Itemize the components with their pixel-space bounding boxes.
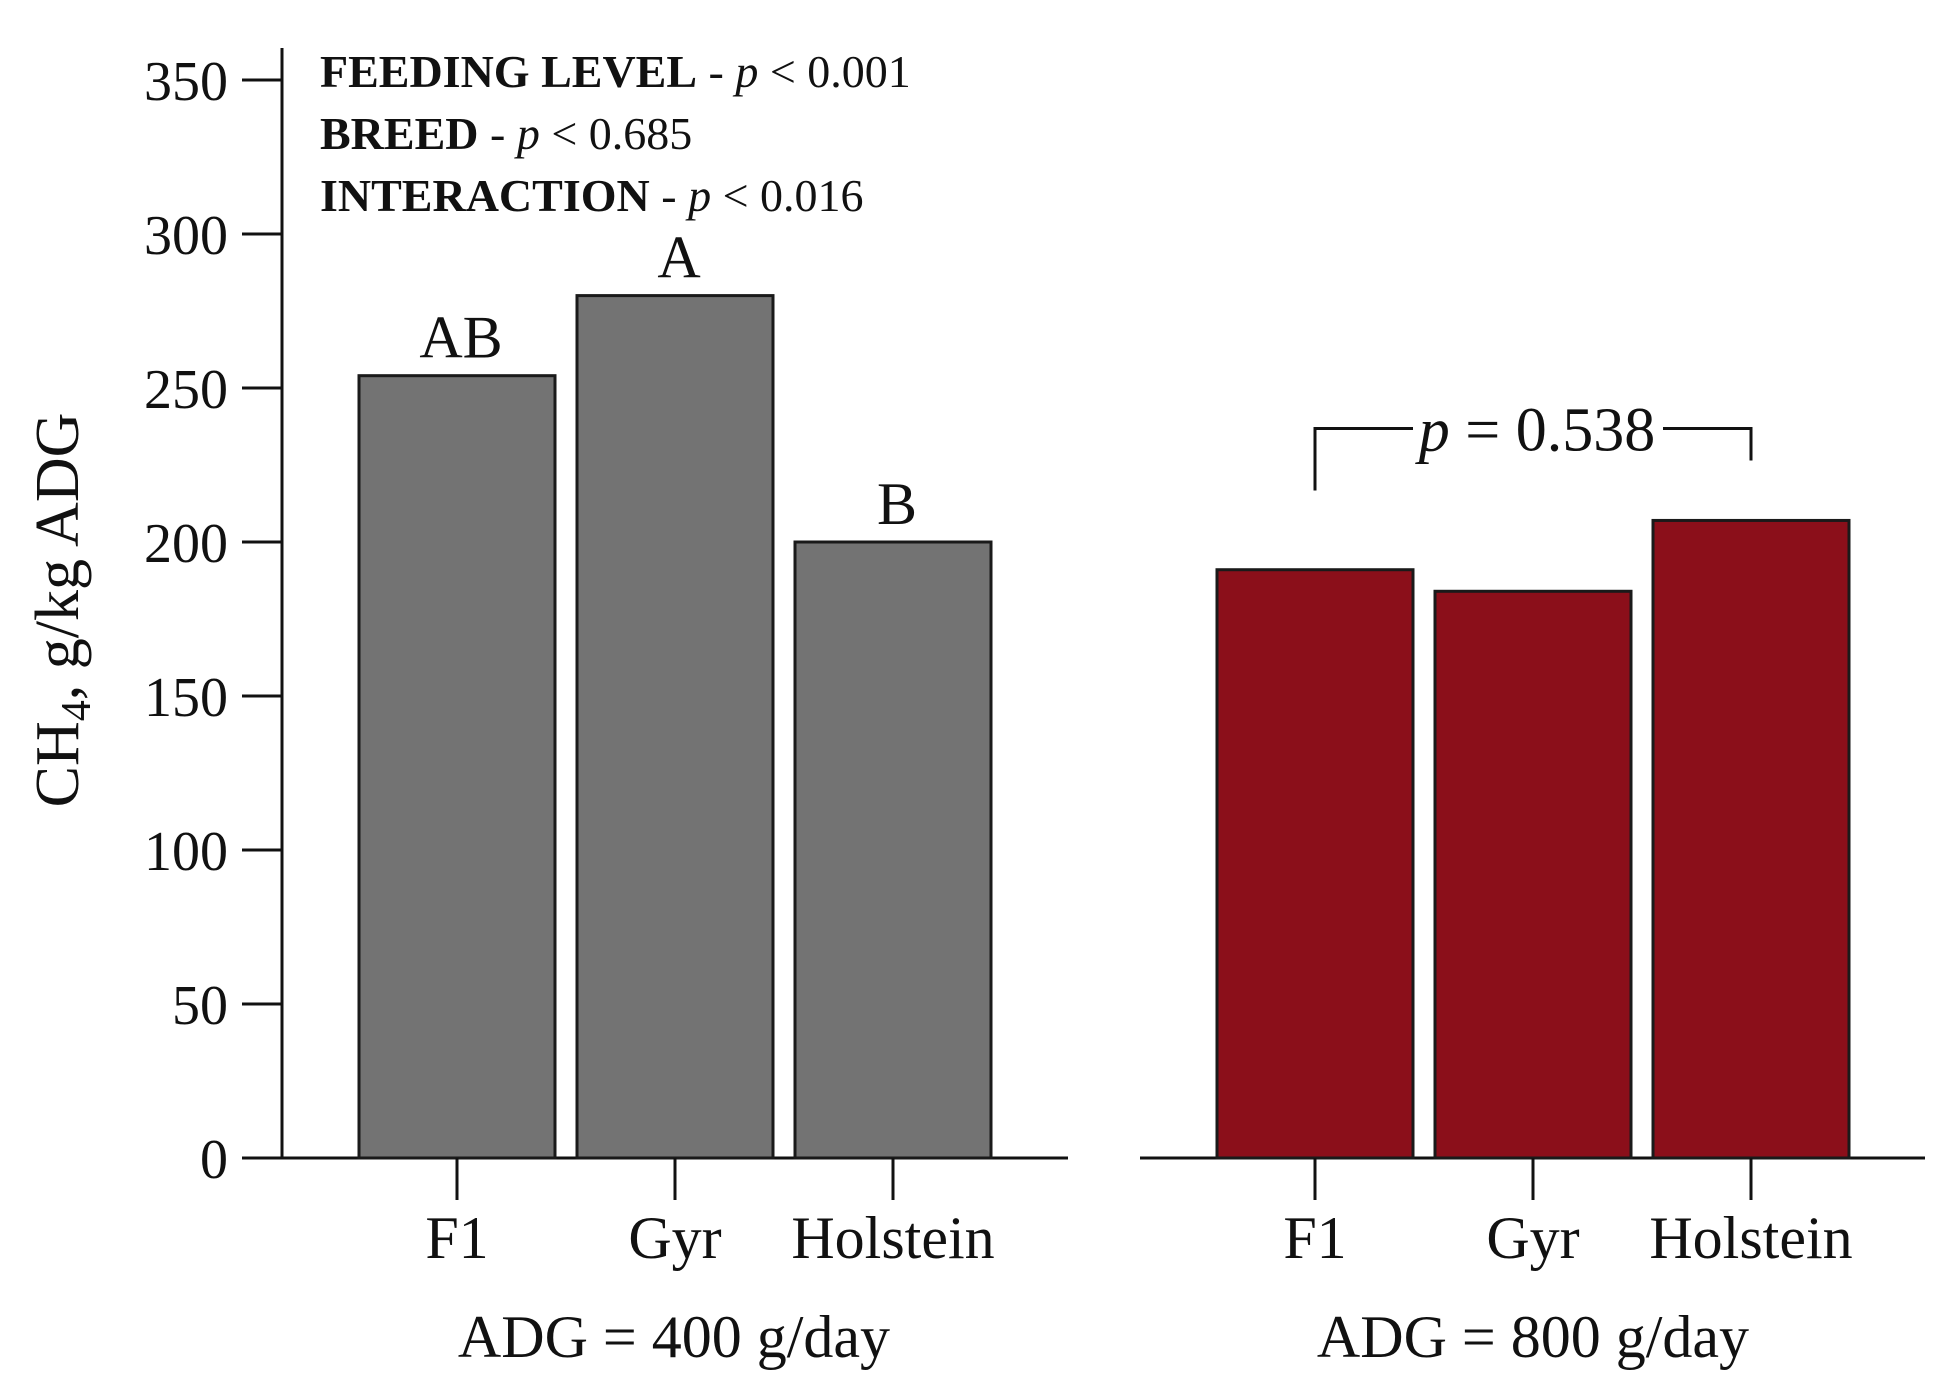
x-tick-label: F1 xyxy=(1283,1205,1346,1271)
bracket-p-value: p = 0.538 xyxy=(1415,396,1655,464)
x-tick-label: Holstein xyxy=(791,1205,994,1271)
y-tick-label: 0 xyxy=(200,1129,228,1191)
bar-holstein-panel1 xyxy=(793,540,993,1160)
y-tick-label: 150 xyxy=(144,667,228,729)
stats-annotation: FEEDING LEVEL - p < 0.001 BREED - p < 0.… xyxy=(320,46,911,221)
x-ticks: F1 Gyr Holstein F1 Gyr Holstein xyxy=(425,1158,1853,1271)
panel-label-400: ADG = 400 g/day xyxy=(458,1304,890,1370)
bar-f1-panel2 xyxy=(1215,568,1415,1160)
y-tick-label: 350 xyxy=(144,51,228,113)
stat-breed: BREED - p < 0.685 xyxy=(320,108,692,159)
x-tick-label: Gyr xyxy=(628,1205,721,1271)
p-value-bracket: p = 0.538 xyxy=(1313,396,1753,491)
y-tick-label: 300 xyxy=(144,205,228,267)
bar-f1-panel1 xyxy=(357,374,557,1160)
sig-letter: A xyxy=(657,225,700,291)
bar-holstein-panel2 xyxy=(1651,518,1851,1160)
panel-label-800: ADG = 800 g/day xyxy=(1317,1304,1749,1370)
y-tick-label: 250 xyxy=(144,359,228,421)
y-tick-label: 200 xyxy=(144,513,228,575)
stat-feeding-level: FEEDING LEVEL - p < 0.001 xyxy=(320,46,911,97)
bracket-left-arm xyxy=(1313,426,1413,491)
bar-gyr-panel2 xyxy=(1433,589,1633,1160)
bar-gyr-panel1 xyxy=(575,294,775,1160)
x-tick-label: F1 xyxy=(425,1205,488,1271)
bracket-right-arm xyxy=(1663,426,1753,461)
sig-letter: B xyxy=(877,471,917,537)
bars xyxy=(357,294,1851,1160)
y-tick-label: 50 xyxy=(172,975,228,1037)
y-ticks: 0 50 100 150 200 250 300 350 xyxy=(144,51,282,1191)
sig-letter: AB xyxy=(419,305,502,371)
y-axis-label: CH4, g/kg ADG xyxy=(24,413,100,808)
x-tick-label: Gyr xyxy=(1486,1205,1579,1271)
x-tick-label: Holstein xyxy=(1649,1205,1852,1271)
stat-interaction: INTERACTION - p < 0.016 xyxy=(320,170,864,221)
y-tick-label: 100 xyxy=(144,821,228,883)
